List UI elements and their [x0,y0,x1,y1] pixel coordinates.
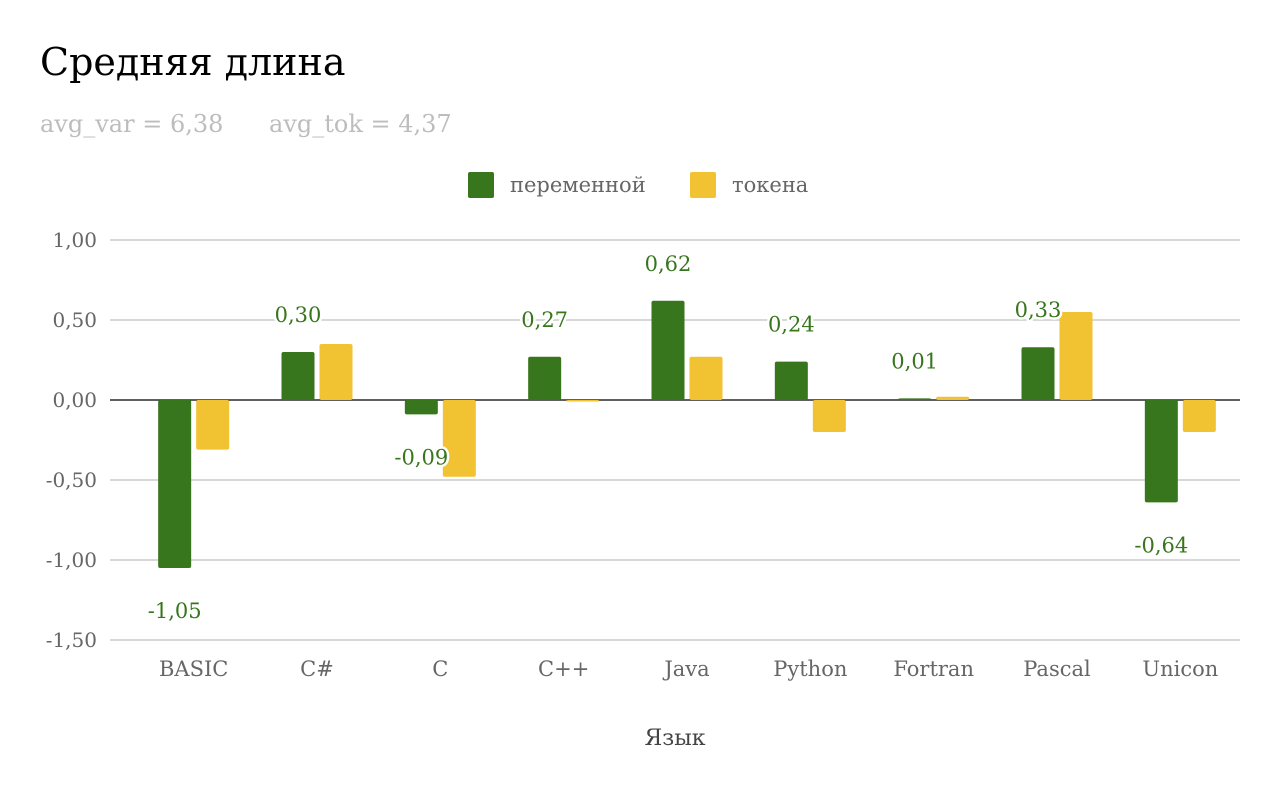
y-tick-label: 0,50 [52,308,97,332]
data-label: 0,24 [768,313,815,337]
bar-variable [1021,347,1055,400]
avg-var-text: avg_var = 6,38 [40,110,224,138]
legend-swatch [690,172,716,198]
data-label: 0,30 [275,303,322,327]
bar-variable [1144,400,1178,503]
bar-token [442,400,476,477]
data-label: -0,09 [394,445,448,469]
data-label: -1,05 [148,599,202,623]
data-label: 0,33 [1015,298,1062,322]
x-axis-title: Язык [644,726,705,751]
x-tick-label: Python [773,657,847,681]
bar-token [319,344,353,400]
chart-subtitle: avg_var = 6,38 avg_tok = 4,37 [40,110,490,138]
x-tick-label: Unicon [1142,657,1218,681]
x-tick-label: C++ [538,657,589,681]
bar-token [566,400,600,402]
bar-variable [898,398,932,400]
x-tick-label: C# [300,657,334,681]
bar-token [689,356,723,400]
x-tick-label: BASIC [159,657,228,681]
y-tick-label: 0,00 [52,388,97,412]
y-tick-label: 1,00 [52,228,97,252]
bar-token [936,396,970,400]
data-label: -0,64 [1134,533,1188,557]
bar-token [812,400,846,432]
legend-label: токена [732,173,808,197]
bar-token [1182,400,1216,432]
legend-swatch [468,172,494,198]
x-tick-label: Fortran [893,657,974,681]
x-tick-label: Java [662,657,709,681]
bar-variable [774,361,808,400]
avg-tok-text: avg_tok = 4,37 [269,110,452,138]
chart-title: Средняя длина [40,40,346,84]
bar-variable [281,352,315,400]
bar-variable [651,300,685,400]
bar-token [1059,312,1093,400]
data-label: 0,27 [521,308,568,332]
y-tick-label: -1,50 [46,628,97,652]
x-tick-label: C [432,657,448,681]
y-tick-label: -0,50 [46,468,97,492]
bar-variable [158,400,192,568]
bar-variable [528,356,562,400]
bar-variable [404,400,438,415]
bar-token [196,400,230,450]
y-tick-label: -1,00 [46,548,97,572]
data-label: 0,62 [645,252,692,276]
x-tick-label: Pascal [1023,657,1091,681]
data-label: 0,01 [891,349,938,373]
legend-label: переменной [510,173,646,197]
